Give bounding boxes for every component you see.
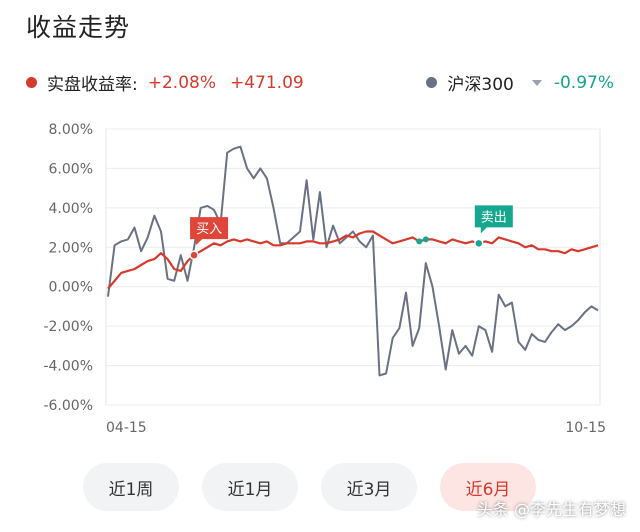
tab-1-week[interactable]: 近1周	[83, 463, 179, 511]
y-tick-label: -4.00%	[43, 359, 93, 375]
sell-point	[422, 236, 429, 243]
x-tick-label: 04-15	[106, 420, 147, 436]
plot-frame	[105, 128, 601, 406]
chevron-down-icon[interactable]	[531, 79, 542, 86]
portfolio-pct: +2.08%	[147, 72, 216, 93]
y-tick-label: 8.00%	[49, 122, 93, 138]
y-tick-label: 6.00%	[49, 161, 93, 177]
y-tick-label: -2.00%	[43, 319, 93, 335]
legend-portfolio: 实盘收益率: +2.08% +471.09	[26, 70, 304, 95]
watermark: 头条 @李先生有梦想	[476, 500, 626, 519]
y-tick-label: 4.00%	[49, 201, 93, 217]
benchmark-label[interactable]: 沪深300	[447, 75, 514, 95]
tab-1-month[interactable]: 近1月	[202, 463, 298, 511]
series-line-portfolio	[107, 230, 599, 290]
page-title: 收益走势	[26, 13, 131, 42]
y-tick-label: 2.00%	[49, 240, 93, 256]
trade-badge-label: 买入	[196, 222, 222, 237]
benchmark-dot-icon	[426, 77, 438, 88]
trade-badge	[190, 217, 229, 246]
return-chart: 8.00% 6.00% 4.00% 2.00% 0.00% -2.00% -4.00% -6.…	[43, 122, 606, 436]
trade-point	[189, 250, 199, 260]
trade-point	[474, 238, 484, 249]
portfolio-amount: +471.09	[229, 72, 304, 93]
tab-6-months[interactable]: 近6月	[440, 463, 536, 511]
trade-badge	[474, 205, 513, 234]
x-tick-label: 10-15	[565, 420, 606, 436]
series-line-benchmark	[107, 145, 599, 377]
trade-badge-label: 卖出	[481, 210, 507, 225]
benchmark-pct: -0.97%	[553, 72, 614, 93]
portfolio-dot-icon	[26, 77, 37, 88]
legend-benchmark[interactable]: 沪深300 -0.97%	[426, 70, 614, 95]
tab-3-months[interactable]: 近3月	[321, 463, 417, 511]
y-tick-label: 0.00%	[49, 280, 93, 296]
sell-point	[416, 238, 423, 245]
y-tick-label: -6.00%	[43, 398, 93, 414]
portfolio-label: 实盘收益率:	[47, 75, 138, 95]
